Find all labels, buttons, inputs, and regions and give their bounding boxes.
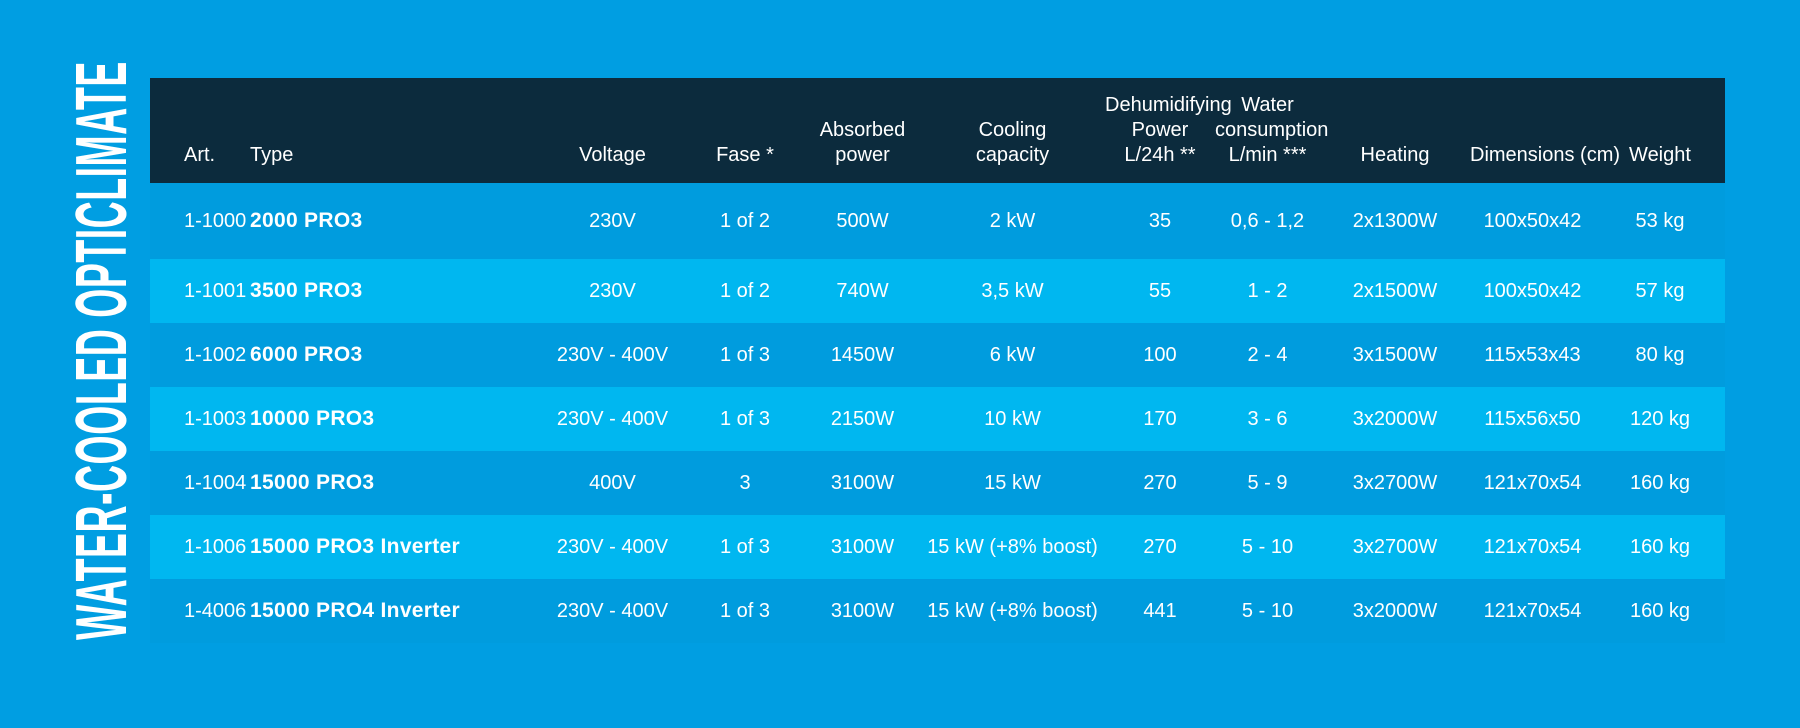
cell-voltage: 230V - 400V [556, 535, 669, 558]
cell-type: 15000 PRO4 Inverter [250, 599, 460, 622]
cell-heating: 2x1500W [1352, 279, 1438, 302]
cell-heating: 3x2700W [1352, 471, 1438, 494]
cell-weight: 53 kg [1635, 209, 1685, 232]
cell-type: 2000 PRO3 [250, 209, 363, 232]
cell-art: 1-1001 [184, 279, 247, 302]
cell-type: 6000 PRO3 [250, 343, 363, 366]
cell-type: 15000 PRO3 Inverter [250, 535, 460, 558]
table-row: 1-1001 3500 PRO3 230V 1 of 2 740W 3,5 kW… [150, 259, 1725, 323]
cell-dehumidifying-power: 270 [1143, 535, 1177, 558]
cell-weight: 160 kg [1629, 535, 1691, 558]
cell-voltage: 230V [589, 209, 636, 232]
table-row: 1-1004 15000 PRO3 400V 3 3100W 15 kW 270… [150, 451, 1725, 515]
table-row: 1-1003 10000 PRO3 230V - 400V 1 of 3 215… [150, 387, 1725, 451]
cell-cooling-capacity: 10 kW [984, 407, 1041, 430]
cell-water-consumption: 1 - 2 [1247, 279, 1288, 302]
cell-heating: 3x2000W [1352, 599, 1438, 622]
header-cell-water-consumption: Water consumption L/min *** [1215, 94, 1329, 166]
header-cell-dimensions: Dimensions (cm) [1470, 144, 1621, 166]
header-cell-type: Type [250, 144, 294, 166]
cell-dehumidifying-power: 170 [1143, 407, 1177, 430]
cell-absorbed-power: 740W [836, 279, 889, 302]
cell-art: 1-1004 [184, 471, 247, 494]
cell-absorbed-power: 3100W [830, 599, 895, 622]
cell-art: 1-1002 [184, 343, 247, 366]
header-cell-dehumidifying-power: Dehumidifying Power L/24h ** [1105, 94, 1232, 166]
header-cell-fase: Fase * [716, 144, 774, 166]
cell-dimensions: 115x56x50 [1484, 407, 1581, 430]
cell-cooling-capacity: 3,5 kW [981, 279, 1044, 302]
cell-absorbed-power: 500W [836, 209, 889, 232]
cell-dimensions: 121x70x54 [1483, 471, 1582, 494]
header-cell-art: Art. [184, 144, 216, 166]
cell-water-consumption: 5 - 10 [1241, 599, 1294, 622]
cell-weight: 57 kg [1635, 279, 1685, 302]
table-row: 1-1000 2000 PRO3 230V 1 of 2 500W 2 kW 3… [150, 183, 1725, 259]
cell-cooling-capacity: 15 kW (+8% boost) [927, 535, 1098, 558]
header-cell-cooling-capacity: Cooling capacity [975, 119, 1050, 166]
cell-dimensions: 115x53x43 [1484, 343, 1581, 366]
cell-weight: 80 kg [1635, 343, 1685, 366]
cell-dehumidifying-power: 100 [1143, 343, 1177, 366]
cell-fase: 1 of 3 [719, 343, 771, 366]
table-header: Art. Type Voltage Fase * Absorbed power … [150, 78, 1725, 183]
cell-dehumidifying-power: 270 [1143, 471, 1177, 494]
cell-dimensions: 121x70x54 [1483, 599, 1582, 622]
cell-water-consumption: 5 - 9 [1247, 471, 1288, 494]
cell-fase: 1 of 3 [719, 599, 771, 622]
header-cell-weight: Weight [1629, 144, 1691, 166]
cell-absorbed-power: 3100W [830, 535, 895, 558]
cell-cooling-capacity: 15 kW (+8% boost) [927, 599, 1098, 622]
cell-art: 1-4006 [184, 599, 247, 622]
cell-absorbed-power: 1450W [830, 343, 895, 366]
spec-table: Art. Type Voltage Fase * Absorbed power … [150, 78, 1725, 643]
cell-water-consumption: 3 - 6 [1247, 407, 1288, 430]
cell-heating: 2x1300W [1352, 209, 1438, 232]
cell-water-consumption: 2 - 4 [1247, 343, 1288, 366]
cell-water-consumption: 5 - 10 [1241, 535, 1294, 558]
cell-voltage: 230V - 400V [556, 599, 669, 622]
cell-weight: 120 kg [1629, 407, 1691, 430]
cell-heating: 3x2000W [1352, 407, 1438, 430]
cell-weight: 160 kg [1629, 599, 1691, 622]
cell-fase: 3 [739, 471, 751, 494]
cell-absorbed-power: 3100W [830, 471, 895, 494]
cell-dimensions: 100x50x42 [1483, 279, 1582, 302]
cell-fase: 1 of 3 [719, 407, 771, 430]
table-row: 1-1006 15000 PRO3 Inverter 230V - 400V 1… [150, 515, 1725, 579]
cell-type: 3500 PRO3 [250, 279, 363, 302]
cell-voltage: 230V - 400V [556, 407, 669, 430]
header-cell-voltage: Voltage [579, 144, 646, 166]
table-row: 1-4006 15000 PRO4 Inverter 230V - 400V 1… [150, 579, 1725, 643]
table-body: 1-1000 2000 PRO3 230V 1 of 2 500W 2 kW 3… [150, 183, 1725, 643]
cell-absorbed-power: 2150W [830, 407, 895, 430]
cell-cooling-capacity: 15 kW [984, 471, 1041, 494]
cell-type: 15000 PRO3 [250, 471, 375, 494]
cell-voltage: 230V - 400V [556, 343, 669, 366]
cell-voltage: 400V [589, 471, 636, 494]
cell-heating: 3x1500W [1352, 343, 1438, 366]
header-cell-heating: Heating [1360, 144, 1430, 166]
vertical-title: WATER-COOLED OPTICLIMATE [62, 61, 142, 640]
cell-voltage: 230V [589, 279, 636, 302]
cell-fase: 1 of 3 [719, 535, 771, 558]
cell-dehumidifying-power: 441 [1143, 599, 1177, 622]
header-cell-absorbed-power: Absorbed power [819, 119, 906, 166]
cell-dimensions: 121x70x54 [1483, 535, 1582, 558]
cell-fase: 1 of 2 [719, 279, 771, 302]
cell-weight: 160 kg [1629, 471, 1691, 494]
table-row: 1-1002 6000 PRO3 230V - 400V 1 of 3 1450… [150, 323, 1725, 387]
cell-dehumidifying-power: 35 [1148, 209, 1172, 232]
cell-fase: 1 of 2 [719, 209, 771, 232]
cell-water-consumption: 0,6 - 1,2 [1230, 209, 1305, 232]
cell-art: 1-1003 [184, 407, 247, 430]
cell-cooling-capacity: 6 kW [989, 343, 1036, 366]
cell-type: 10000 PRO3 [250, 407, 375, 430]
cell-art: 1-1006 [184, 535, 247, 558]
cell-dimensions: 100x50x42 [1483, 209, 1582, 232]
cell-cooling-capacity: 2 kW [989, 209, 1036, 232]
cell-dehumidifying-power: 55 [1148, 279, 1172, 302]
cell-art: 1-1000 [184, 209, 247, 232]
cell-heating: 3x2700W [1352, 535, 1438, 558]
